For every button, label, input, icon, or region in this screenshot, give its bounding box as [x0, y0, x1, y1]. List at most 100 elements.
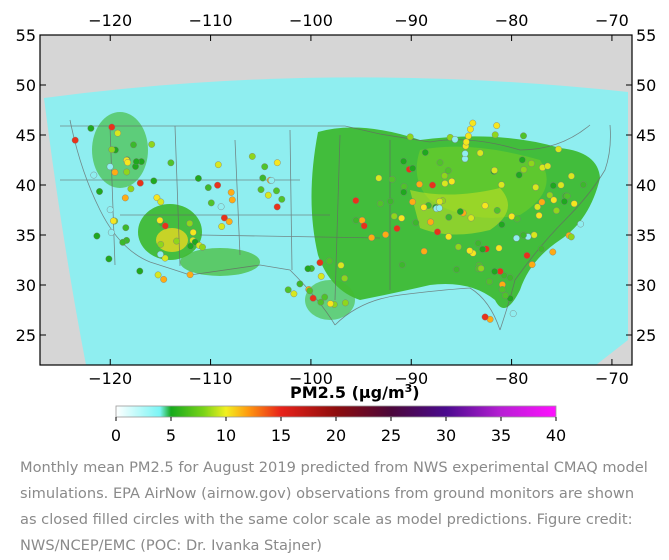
monitor-dot [290, 290, 298, 298]
lat-label-left: 45 [16, 126, 36, 145]
monitor-dot [156, 250, 164, 258]
figure-caption: Monthly mean PM2.5 for August 2019 predi… [20, 459, 648, 554]
monitor-dot [493, 206, 501, 214]
monitor-dot [441, 172, 448, 180]
monitor-dot [257, 186, 265, 194]
monitor-dot [227, 188, 235, 196]
monitor-dot [474, 239, 482, 247]
monitor-dot [375, 174, 383, 182]
colorbar-title: PM2.5 (μg/m3) [290, 382, 420, 402]
monitor-dot [132, 158, 140, 166]
lon-label-top: −90 [394, 11, 428, 30]
monitor-dot [273, 159, 281, 167]
monitor-dot [467, 214, 475, 222]
monitor-dot [90, 171, 98, 179]
monitor-dot [387, 197, 394, 205]
monitor-dot [108, 146, 116, 154]
monitor-dot [194, 174, 202, 182]
lat-label-left: 25 [16, 326, 36, 345]
monitor-dot [186, 271, 194, 279]
monitor-dot [390, 212, 398, 220]
monitor-dot [456, 208, 464, 216]
monitor-dot [451, 136, 459, 143]
monitor-dot [325, 257, 333, 265]
monitor-dot [248, 152, 256, 160]
monitor-dot [199, 243, 206, 251]
monitor-dot [309, 294, 317, 302]
lat-label-left: 30 [16, 276, 36, 295]
monitor-dot [538, 198, 546, 206]
lat-label-left: 55 [16, 26, 36, 45]
lon-label-bottom: −100 [289, 369, 333, 388]
monitor-dot [220, 214, 228, 222]
monitor-dot [150, 177, 158, 185]
monitor-dot [515, 171, 523, 179]
colorbar-ticks: 0 5 10 15 20 25 30 35 40 [111, 417, 566, 445]
monitor-dot [427, 218, 434, 226]
monitor-dot [189, 228, 197, 236]
map-axis-labels: −120 −120 −110 −110 −100 −100 −90 −90 −80 −80 −70 −… [16, 11, 657, 388]
monitor-dot [466, 125, 474, 133]
monitor-dot [444, 167, 452, 175]
monitor-dot [454, 243, 462, 251]
monitor-dot [535, 212, 543, 219]
monitor-dot [284, 286, 292, 294]
monitor-dot [214, 161, 222, 169]
monitor-dot [498, 221, 506, 229]
lat-label-left: 50 [16, 76, 36, 95]
monitor-dot [154, 271, 162, 279]
lon-label-bottom: −120 [88, 369, 132, 388]
monitor-dot [218, 223, 226, 230]
map-axis-ticks [40, 34, 632, 365]
monitor-dot [153, 194, 161, 202]
monitor-dot [513, 234, 520, 242]
monitor-dot [412, 219, 420, 227]
lon-label-top: −70 [595, 11, 629, 30]
monitor-dot [445, 213, 453, 221]
monitor-dot [563, 192, 571, 200]
monitor-dot [207, 199, 215, 207]
monitor-dot [157, 198, 165, 206]
monitor-dot [136, 267, 144, 275]
monitor-dot [368, 234, 375, 242]
monitor-dot [136, 179, 144, 187]
monitor-dot [317, 272, 325, 280]
monitor-dot [304, 265, 312, 273]
monitor-dot [570, 200, 578, 208]
lon-label-top: −110 [189, 11, 233, 30]
monitor-dot [420, 247, 428, 255]
monitor-dot [406, 133, 414, 141]
monitor-dot [532, 183, 540, 191]
monitor-dot [568, 172, 575, 180]
california-smoke-core [156, 228, 188, 252]
monitor-dot [167, 159, 175, 167]
monitor-dot [107, 229, 115, 236]
monitor-dot [534, 203, 541, 211]
monitor-dot [501, 292, 509, 299]
monitor-dot [549, 182, 557, 190]
monitor-dot [498, 181, 505, 189]
colorbar [115, 405, 557, 418]
map-border [39, 34, 633, 366]
monitor-dot [376, 200, 384, 208]
monitor-dot [217, 203, 225, 211]
colorbar-tick-label: 40 [546, 426, 566, 445]
monitor-dot [296, 280, 304, 288]
lon-label-bottom: −70 [595, 369, 629, 388]
lon-label-bottom: −110 [189, 369, 233, 388]
lat-label-right: 55 [636, 26, 656, 45]
monitor-dot [520, 166, 528, 174]
monitor-dot [491, 268, 498, 275]
monitor-dot [498, 286, 506, 293]
lat-label-right: 40 [636, 176, 656, 195]
lat-label-right: 35 [636, 226, 656, 245]
monitor-dot [409, 164, 417, 172]
lon-label-top: −80 [495, 11, 529, 30]
map-panel [40, 35, 632, 365]
monitor-dot [161, 254, 169, 262]
monitor-dot [228, 196, 236, 204]
monitor-dot [528, 261, 536, 268]
lon-label-top: −100 [289, 11, 333, 30]
monitor-dot [186, 219, 194, 227]
monitor-dot [513, 215, 521, 223]
